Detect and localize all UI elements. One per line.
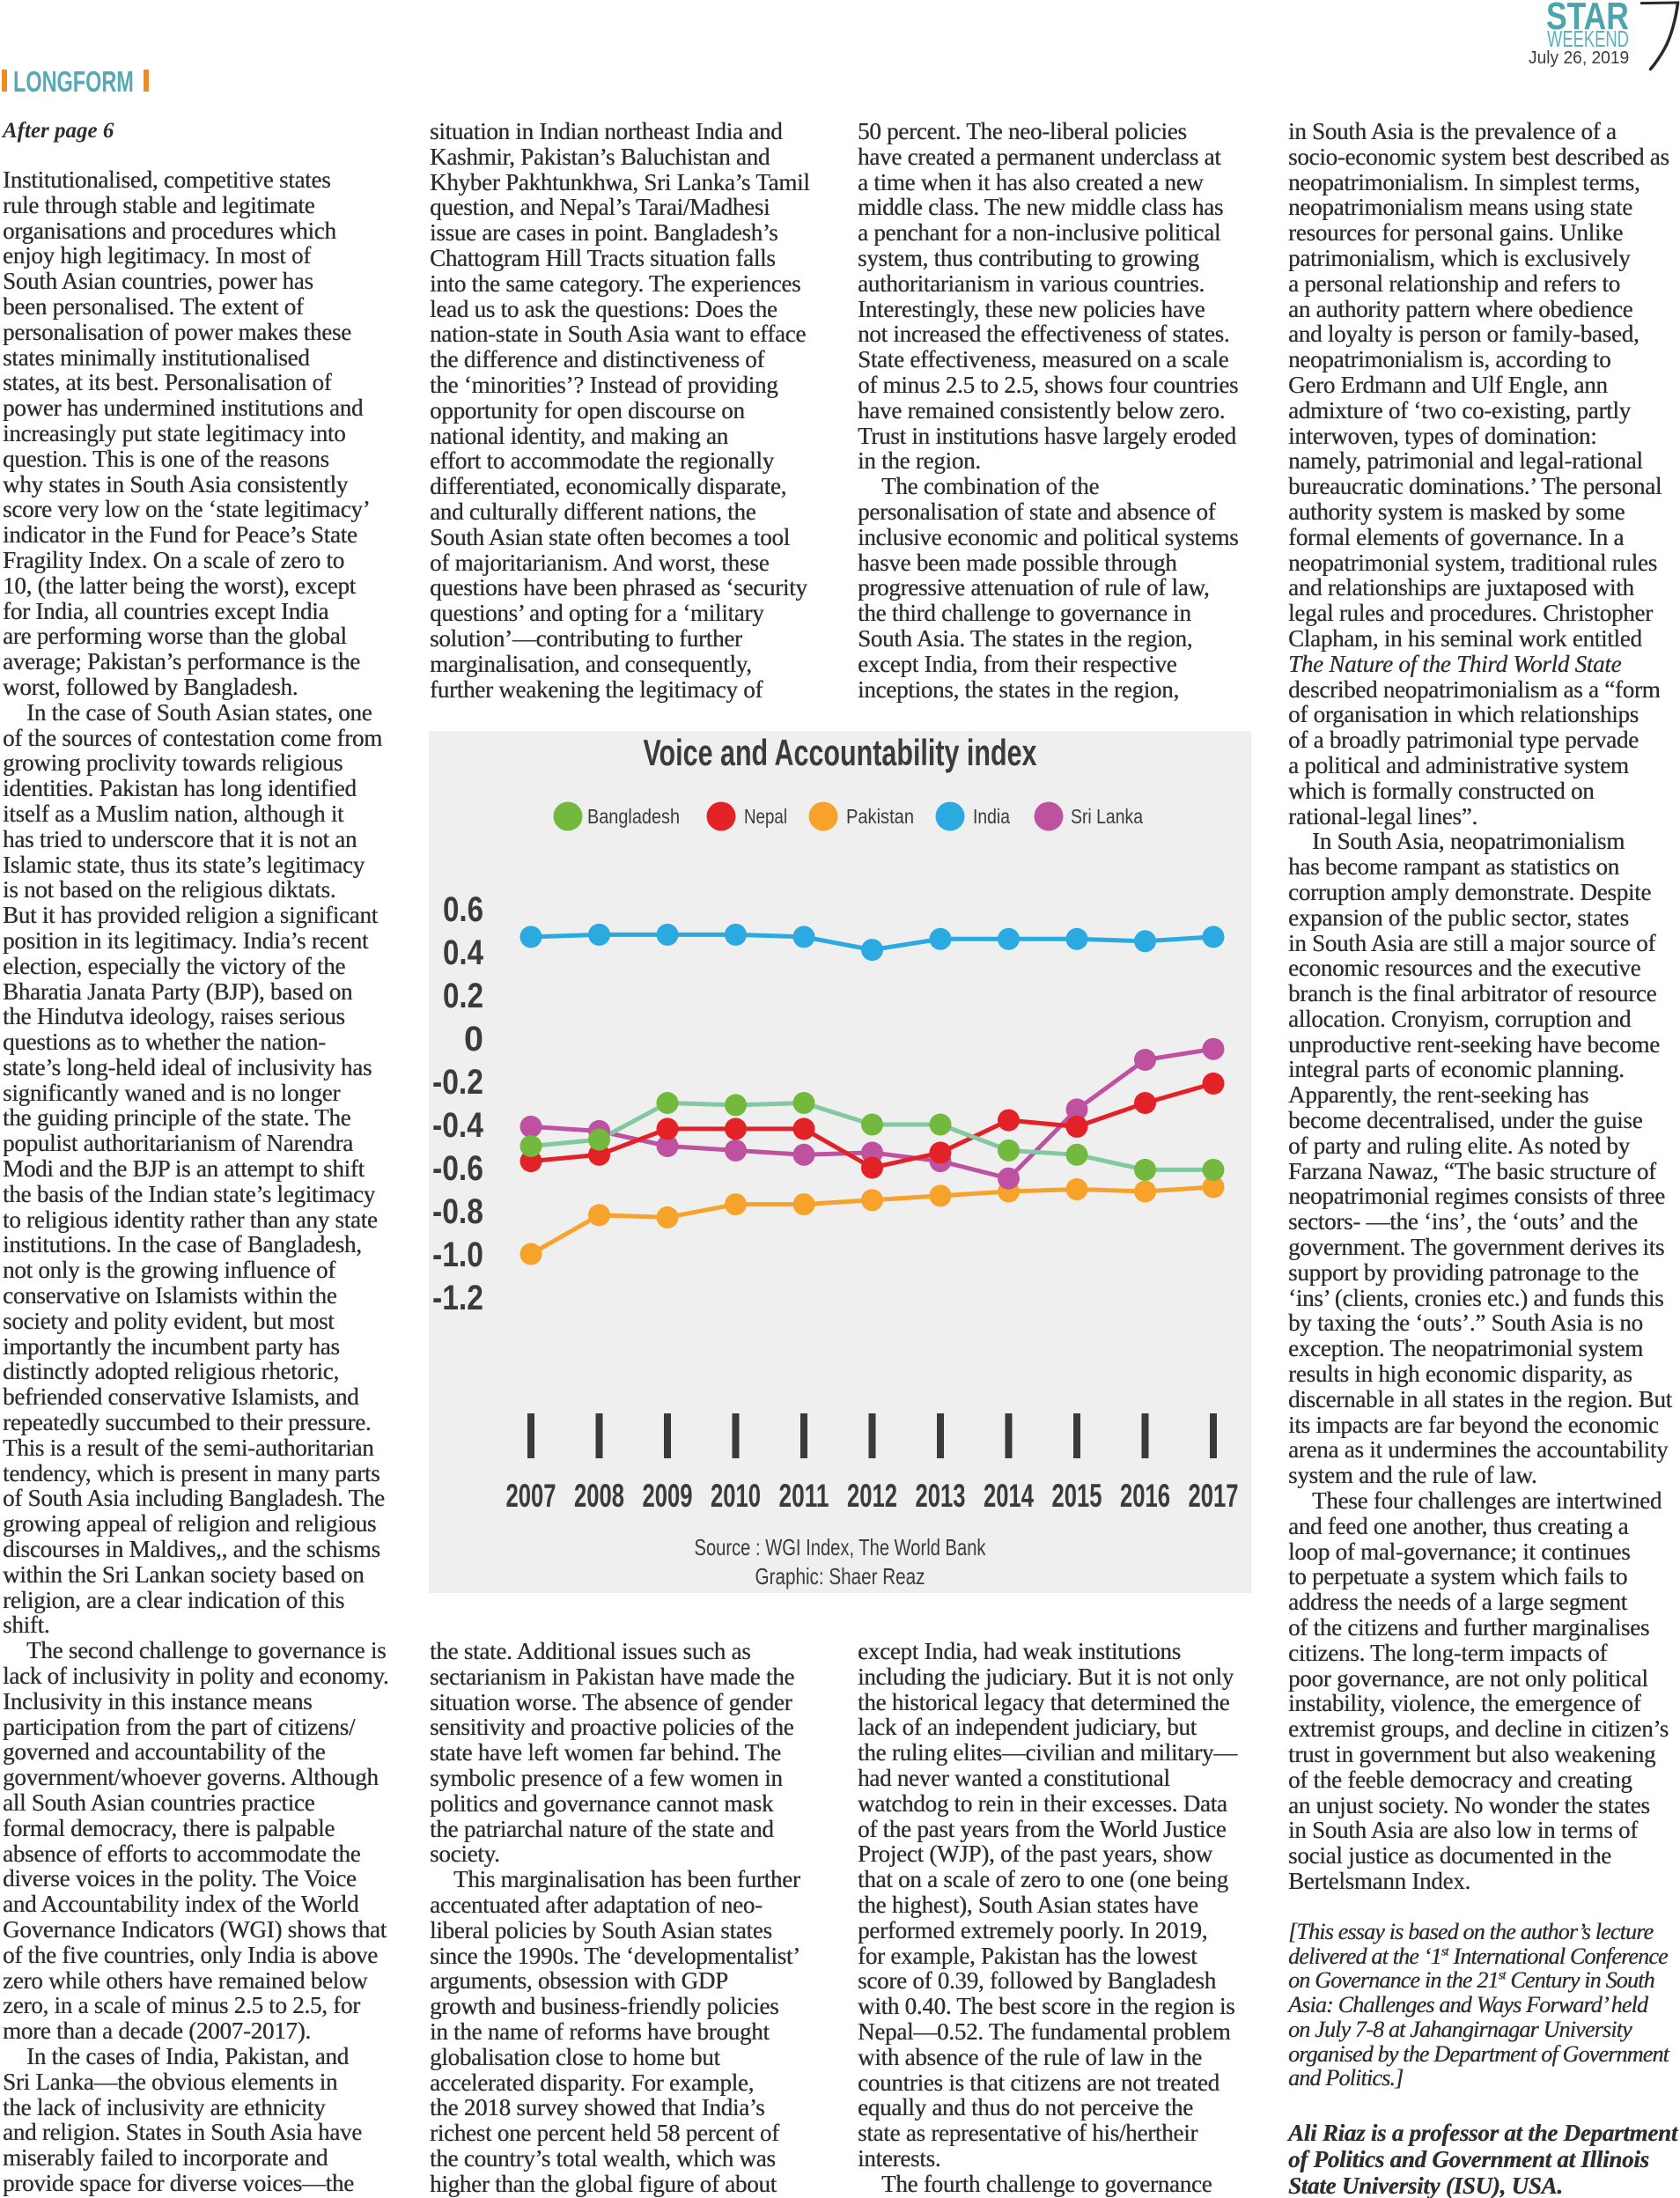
svg-text:2009: 2009	[643, 1478, 693, 1514]
svg-text:2013: 2013	[916, 1478, 966, 1514]
svg-text:0.6: 0.6	[443, 890, 483, 929]
svg-text:2017: 2017	[1189, 1478, 1239, 1514]
svg-text:2015: 2015	[1052, 1478, 1102, 1514]
svg-text:Voice and Accountability index: Voice and Accountability index	[644, 732, 1037, 773]
svg-text:2012: 2012	[847, 1478, 897, 1514]
svg-text:2014: 2014	[984, 1478, 1034, 1514]
svg-text:India: India	[973, 805, 1010, 828]
svg-text:-1.0: -1.0	[432, 1235, 483, 1274]
svg-text:0: 0	[464, 1020, 483, 1058]
svg-text:Graphic: Shaer Reaz: Graphic: Shaer Reaz	[755, 1563, 925, 1589]
svg-text:0.4: 0.4	[443, 933, 484, 972]
svg-text:-0.6: -0.6	[432, 1149, 483, 1188]
svg-text:Source : WGI Index, The World: Source : WGI Index, The World Bank	[695, 1534, 987, 1560]
svg-text:2008: 2008	[574, 1478, 624, 1514]
svg-text:-0.4: -0.4	[432, 1106, 484, 1145]
svg-text:Bangladesh: Bangladesh	[587, 805, 680, 828]
svg-text:2010: 2010	[711, 1478, 761, 1514]
svg-text:Sri Lanka: Sri Lanka	[1071, 805, 1143, 828]
svg-text:-0.8: -0.8	[432, 1192, 483, 1231]
svg-text:-0.2: -0.2	[432, 1063, 483, 1102]
svg-text:Nepal: Nepal	[744, 805, 787, 828]
svg-text:0.2: 0.2	[443, 977, 483, 1015]
svg-text:2007: 2007	[506, 1478, 556, 1514]
svg-text:Pakistan: Pakistan	[846, 805, 914, 828]
svg-text:-1.2: -1.2	[432, 1279, 483, 1317]
svg-text:2011: 2011	[779, 1478, 829, 1514]
svg-text:2016: 2016	[1120, 1478, 1170, 1514]
